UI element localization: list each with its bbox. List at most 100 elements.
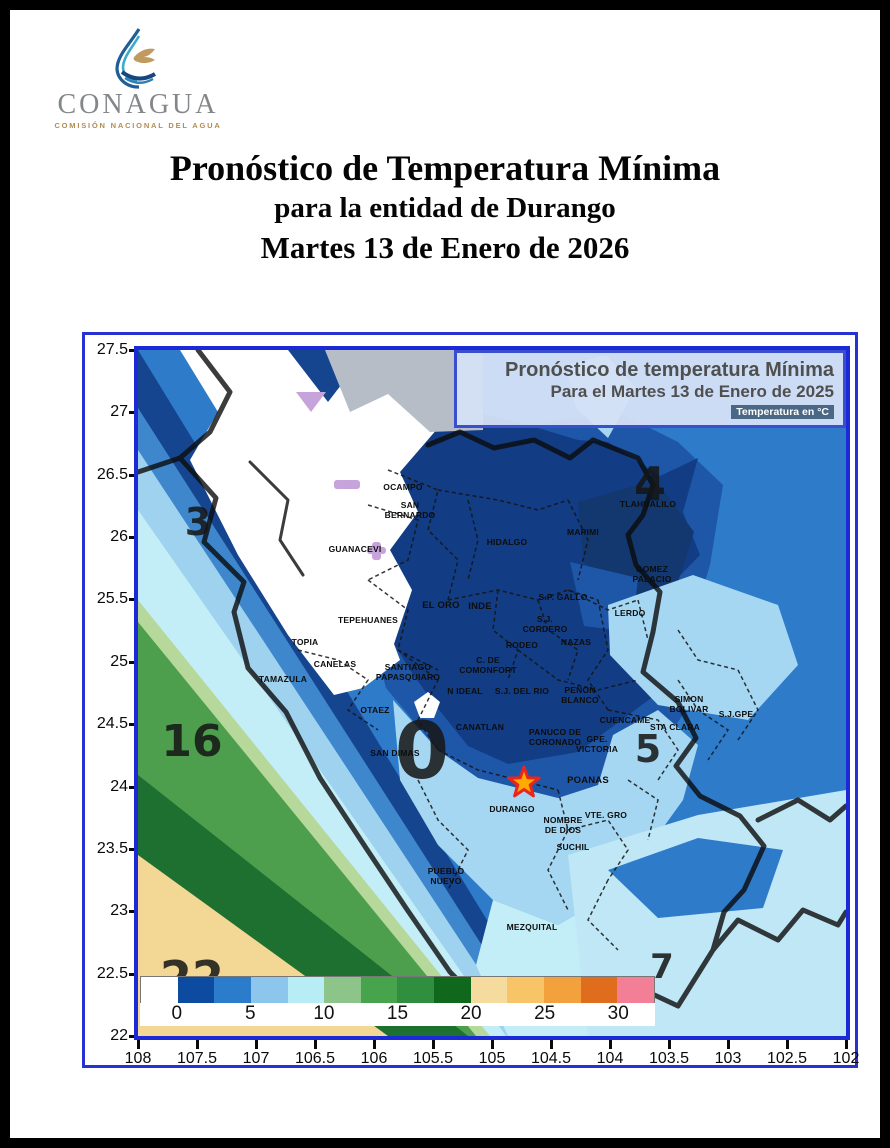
x-tick-mark (373, 1040, 376, 1049)
x-tick-mark (137, 1040, 140, 1049)
y-tick-label: 27 (110, 403, 128, 421)
colorbar-tick-label: 0 (171, 1003, 183, 1024)
municipality-label: POANAS (567, 775, 609, 786)
map-title-overlay: Pronóstico de temperatura Mínima Para el… (454, 350, 846, 428)
map-title-units: Temperatura en °C (731, 405, 834, 420)
colorbar-segment (544, 977, 581, 1003)
y-tick-label: 25.5 (96, 590, 128, 608)
colorbar-segment (507, 977, 545, 1003)
x-tick-mark (609, 1040, 612, 1049)
y-tick-label: 24 (110, 777, 128, 795)
x-tick-label: 104.5 (530, 1050, 572, 1067)
municipality-label: GUANACEVI (329, 544, 382, 554)
colorbar-tick-label: 25 (534, 1003, 556, 1024)
headline: Pronóstico de Temperatura Mínima para la… (10, 148, 880, 267)
municipality-label: SUCHIL (557, 842, 590, 852)
colorbar-strip (140, 976, 655, 1003)
contour-label: 16 (161, 716, 222, 767)
municipality-label: CANATLAN (456, 722, 504, 732)
temperature-map: 341622057 OCAMPOSANBERNARDOGUANACEVIHIDA… (138, 350, 846, 1036)
x-tick-label: 102 (832, 1050, 860, 1067)
x-tick-label: 103 (714, 1050, 742, 1067)
x-tick-mark (845, 1040, 848, 1049)
municipality-label: RODEO (506, 640, 538, 650)
x-tick-mark (255, 1040, 258, 1049)
municipality-label: NAZAS (561, 637, 591, 647)
municipality-label: CANELAS (314, 659, 357, 669)
municipality-label: SANTIAGO PAPASQUIARO (376, 662, 440, 682)
x-tick-label: 108 (124, 1050, 152, 1067)
x-tick-mark (491, 1040, 494, 1049)
municipality-label: STA CLARA (650, 722, 700, 732)
lavender-patch (296, 392, 326, 412)
municipality-label: TOPIA (292, 637, 319, 647)
x-tick-label: 102.5 (766, 1050, 808, 1067)
municipality-label: C. DE COMONFORT (459, 655, 517, 675)
map-title-line1: Pronóstico de temperatura Mínima (505, 359, 834, 381)
contour-label: 0 (395, 707, 449, 797)
colorbar-tick-label: 10 (313, 1003, 335, 1024)
municipality-label: PEÑON BLANCO (561, 685, 599, 705)
gray-mask-patch (325, 350, 483, 432)
colorbar-tick-label: 5 (245, 1003, 256, 1024)
colorbar-tick-label: 20 (460, 1003, 482, 1024)
water-drop-eagle-icon (115, 28, 157, 89)
temperature-colorbar: 0 5 10 15 20 25 30 (140, 976, 655, 1026)
x-tick-mark (550, 1040, 553, 1049)
x-tick-label: 106.5 (294, 1050, 336, 1067)
colorbar-segment (580, 977, 618, 1003)
colorbar-segment (397, 977, 435, 1003)
municipality-label: S.P. GALLO (538, 592, 587, 602)
x-tick-label: 105.5 (412, 1050, 454, 1067)
municipality-label: TAMAZULA (259, 674, 307, 684)
y-tick-label: 22 (110, 1027, 128, 1044)
x-tick-mark (432, 1040, 435, 1049)
municipality-label: EL ORO (422, 600, 459, 611)
y-tick-label: 24.5 (96, 715, 128, 733)
colorbar-segment (324, 977, 361, 1003)
x-tick-mark (196, 1040, 199, 1049)
municipality-label: OCAMPO (383, 482, 423, 492)
municipality-label: HIDALGO (487, 537, 528, 547)
x-tick-mark (786, 1040, 789, 1049)
y-tick-label: 27.5 (96, 341, 128, 358)
x-tick-label: 104 (596, 1050, 624, 1067)
municipality-label: OTAEZ (360, 705, 389, 715)
contour-label: 7 (650, 947, 674, 987)
municipality-label: MAPIMI (567, 527, 599, 537)
x-tick-mark (314, 1040, 317, 1049)
municipality-label: TLAHUALILO (620, 499, 676, 509)
headline-line1: Pronóstico de Temperatura Mínima (169, 148, 721, 188)
colorbar-segment (617, 977, 654, 1003)
municipality-label: S.J. DEL RIO (495, 686, 549, 696)
municipality-label: DURANGO (489, 804, 535, 814)
headline-line3: Martes 13 de Enero de 2026 (260, 229, 630, 265)
x-tick-label: 105 (478, 1050, 506, 1067)
y-tick-label: 23.5 (96, 839, 128, 857)
location-star (507, 765, 541, 798)
x-tick-mark (727, 1040, 730, 1049)
y-tick-label: 25 (110, 652, 128, 670)
x-tick-label: 106 (360, 1050, 388, 1067)
logo-wordmark: CONAGUA (57, 89, 219, 120)
map-frame: 341622057 OCAMPOSANBERNARDOGUANACEVIHIDA… (134, 346, 850, 1040)
municipality-label: SAN DIMAS (370, 748, 420, 758)
municipality-labels: OCAMPO SAN BERNARDO GUANACEVI HIDALGO MAPIMI T… (259, 482, 753, 932)
municipality-label: S.J. CORDERO (523, 614, 568, 634)
municipality-label: GOMEZ PALACIO (632, 564, 671, 584)
x-tick-label: 107 (242, 1050, 270, 1067)
y-tick-label: 22.5 (96, 964, 128, 982)
municipality-label: VTE. GRO (585, 810, 627, 820)
colorbar-segment (360, 977, 398, 1003)
y-tick-label: 26 (110, 528, 128, 546)
contour-label: 3 (185, 500, 211, 544)
forecast-figure: 27.5 27 26.5 26 25.5 25 24.5 24 23.5 23 22.5 22 108… (82, 332, 859, 1068)
municipality-label: SAN BERNARDO (385, 500, 436, 520)
conagua-logo: CONAGUA COMISIÓN NACIONAL DEL AGUA (38, 26, 238, 130)
municipality-label: MEZQUITAL (507, 922, 558, 932)
contour-label: 5 (635, 727, 661, 771)
municipality-label: INDE (468, 601, 492, 612)
x-tick-mark (668, 1040, 671, 1049)
x-tick-label: 103.5 (648, 1050, 690, 1067)
